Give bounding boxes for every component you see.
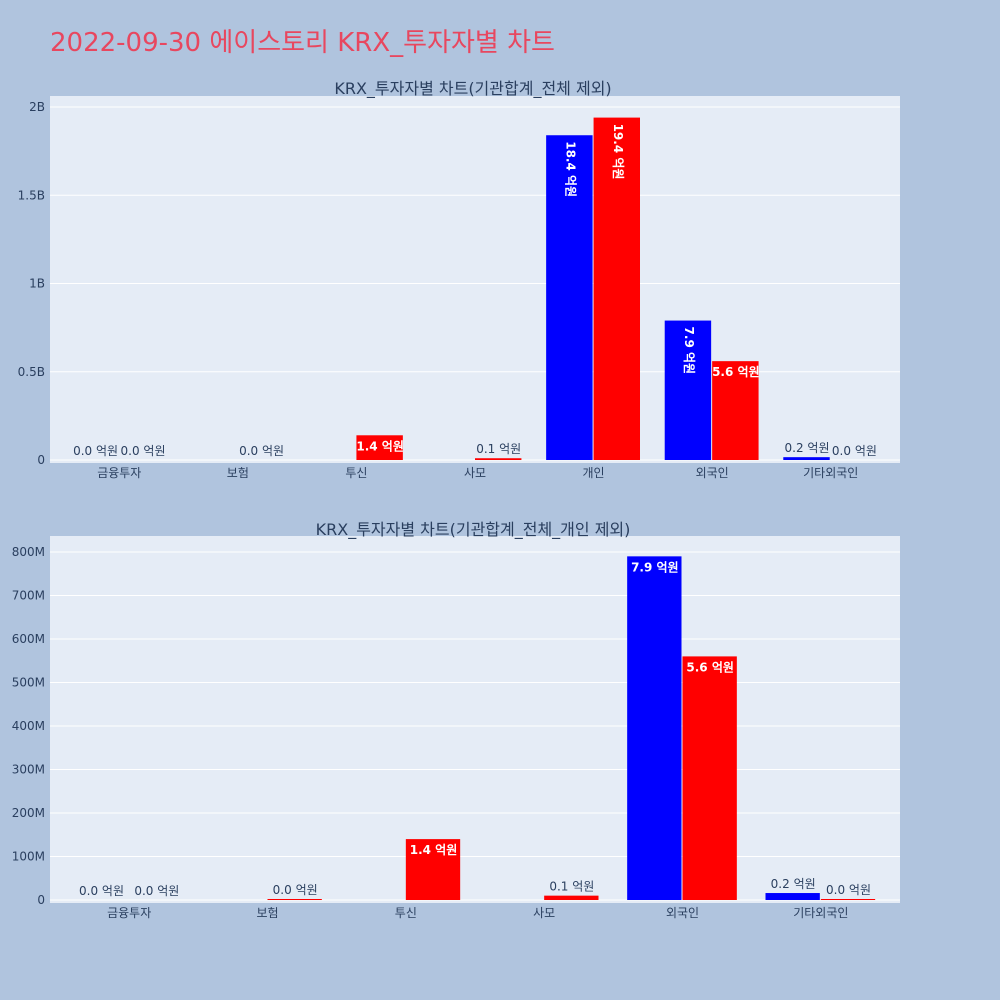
chart1-data-label: 19.4 억원 [611, 124, 625, 180]
chart1-y-tick-label: 0.5B [18, 365, 45, 379]
chart2-data-label: 0.0 억원 [134, 884, 179, 898]
chart2-data-label: 0.1 억원 [549, 880, 594, 894]
chart2-sell-bar [820, 899, 876, 900]
chart1-data-label: 1.4 억원 [356, 439, 404, 453]
chart2-y-tick-label: 0 [37, 893, 45, 907]
chart1-data-label: 7.9 억원 [682, 327, 696, 375]
chart2-x-tick-label: 기타외국인 [793, 906, 848, 920]
chart2-x-tick-label: 외국인 [666, 906, 699, 920]
chart1-x-tick-label: 개인 [583, 466, 605, 480]
chart2-data-label: 7.9 억원 [631, 560, 679, 574]
chart2-y-tick-label: 700M [12, 589, 45, 603]
chart2-buy-bar [765, 893, 820, 900]
chart1-buy-bar [546, 135, 593, 461]
chart1-data-label: 0.0 억원 [239, 444, 284, 458]
chart2-plot-area [50, 536, 900, 903]
chart2-y-tick-label: 300M [12, 763, 45, 777]
chart2-y-tick-label: 800M [12, 545, 45, 559]
chart1-title: KRX_투자자별 차트(기관합계_전체 제외) [334, 79, 611, 99]
chart2-data-label: 0.0 억원 [273, 883, 318, 897]
chart2-x-tick-label: 보험 [256, 906, 278, 920]
page-title: 2022-09-30 에이스토리 KRX_투자자별 차트 [50, 28, 555, 58]
chart1-y-tick-label: 0 [37, 453, 45, 467]
chart2-sell-bar [544, 895, 599, 900]
chart1-sell-bar [475, 458, 522, 460]
chart2-y-tick-label: 500M [12, 676, 45, 690]
chart1-x-tick-label: 기타외국인 [803, 466, 858, 480]
chart1-x-tick-label: 외국인 [696, 466, 729, 480]
chart2-data-label: 0.0 억원 [79, 884, 124, 898]
chart1-sell-bar [593, 117, 640, 460]
chart2-x-tick-label: 투신 [395, 906, 417, 920]
chart1-data-label: 18.4 억원 [563, 141, 577, 197]
chart2-y-tick-label: 400M [12, 719, 45, 733]
chart2-y-tick-label: 200M [12, 806, 45, 820]
chart1-x-tick-label: 사모 [464, 466, 486, 480]
chart1-x-tick-label: 보험 [227, 466, 249, 480]
chart1-data-label: 0.2 억원 [785, 441, 830, 455]
chart1-plot-area [50, 96, 900, 463]
chart1-buy-bar [783, 457, 830, 460]
chart2-sell-bar [267, 899, 322, 900]
chart2-y-tick-label: 600M [12, 632, 45, 646]
chart1-x-tick-label: 금융투자 [97, 466, 141, 480]
chart1-data-label: 0.1 억원 [476, 442, 521, 456]
chart1-data-label: 5.6 억원 [712, 365, 760, 379]
chart2-sell-bar [405, 839, 461, 900]
chart2-data-label: 0.2 억원 [771, 877, 816, 891]
chart1-data-label: 0.0 억원 [121, 444, 166, 458]
chart2-y-tick-label: 100M [12, 850, 45, 864]
chart1-sell-bar [356, 435, 403, 460]
chart2-x-tick-label: 사모 [533, 906, 555, 920]
chart2-data-label: 0.0 억원 [826, 883, 871, 897]
chart1-sell-bar [712, 361, 759, 460]
chart1-data-label: 0.0 억원 [73, 444, 118, 458]
chart2-title: KRX_투자자별 차트(기관합계_전체_개인 제외) [316, 520, 631, 540]
chart2-sell-bar [682, 656, 737, 900]
chart2-data-label: 1.4 억원 [410, 843, 458, 857]
chart1-buy-bar [664, 320, 712, 460]
chart1-data-label: 0.0 억원 [832, 444, 877, 458]
chart1-y-tick-label: 2B [29, 100, 45, 114]
chart1-x-tick-label: 투신 [345, 466, 367, 480]
chart1-y-tick-label: 1B [29, 277, 45, 291]
chart2-x-tick-label: 금융투자 [107, 906, 151, 920]
chart1-y-tick-label: 1.5B [18, 188, 45, 202]
chart2-data-label: 5.6 억원 [686, 660, 734, 674]
chart2-buy-bar [627, 556, 682, 900]
